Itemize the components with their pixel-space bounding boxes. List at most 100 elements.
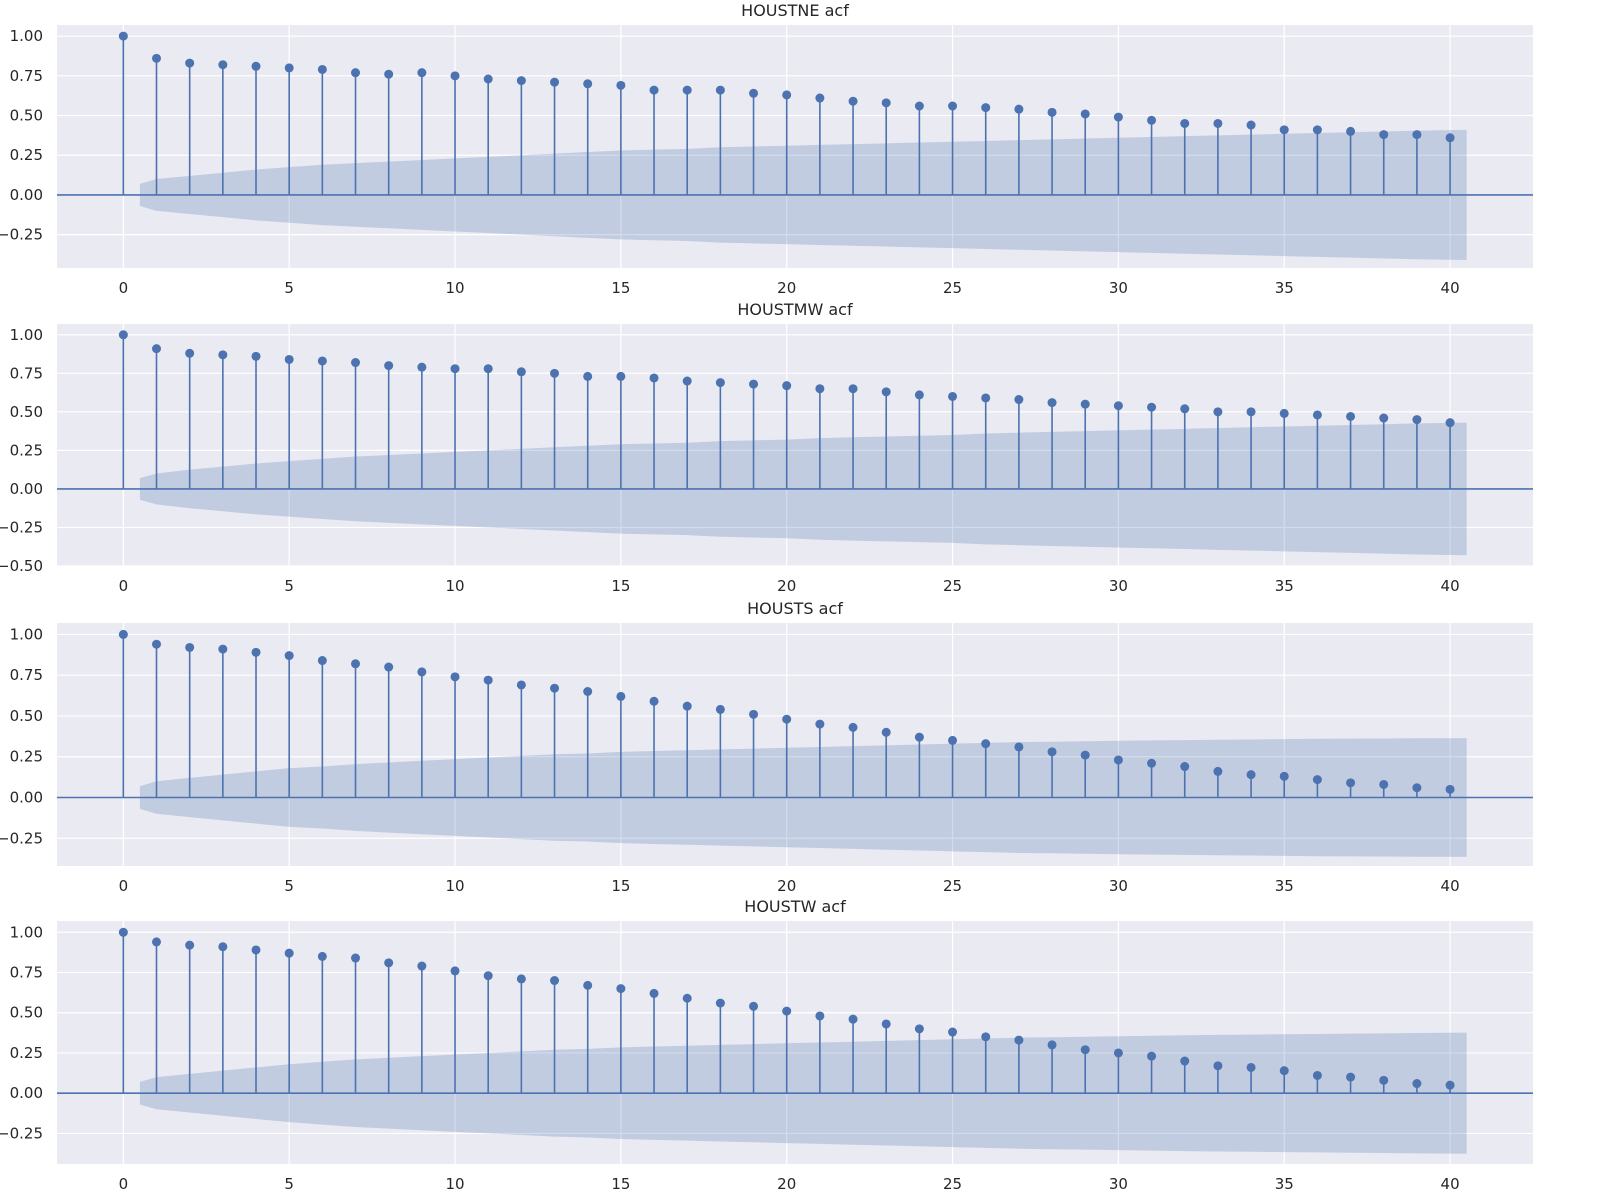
acf-point <box>616 80 626 90</box>
x-tick-label: 15 <box>611 877 630 895</box>
acf-point <box>384 662 394 672</box>
acf-point <box>351 659 361 669</box>
acf-point <box>1113 1048 1123 1058</box>
acf-point <box>251 351 261 361</box>
acf-point <box>1180 762 1190 772</box>
acf-point <box>1346 411 1356 421</box>
x-tick-label: 20 <box>777 279 796 297</box>
x-tick-label: 35 <box>1275 877 1294 895</box>
acf-point <box>815 719 825 729</box>
acf-point <box>118 629 128 639</box>
x-tick-label: 35 <box>1275 577 1294 595</box>
acf-point <box>550 368 560 378</box>
acf-point <box>1180 1056 1190 1066</box>
acf-point <box>218 60 228 70</box>
acf-point <box>616 691 626 701</box>
x-tick-label: 20 <box>777 877 796 895</box>
acf-point <box>981 393 991 403</box>
y-tick-label: 0.00 <box>10 789 43 807</box>
y-tick-label: 0.50 <box>10 107 43 125</box>
acf-point <box>516 974 526 984</box>
acf-point <box>583 980 593 990</box>
acf-point <box>981 103 991 113</box>
acf-point <box>417 68 427 78</box>
acf-point <box>815 93 825 103</box>
x-tick-label: 40 <box>1441 877 1460 895</box>
x-tick-label: 0 <box>119 577 129 595</box>
acf-point <box>152 53 162 63</box>
acf-point <box>1246 1062 1256 1072</box>
acf-point <box>1047 398 1057 408</box>
acf-point <box>1312 125 1322 135</box>
acf-point <box>1180 118 1190 128</box>
acf-point <box>1213 766 1223 776</box>
acf-point <box>715 85 725 95</box>
acf-point <box>185 348 195 358</box>
acf-point <box>1312 775 1322 785</box>
acf-point <box>185 58 195 68</box>
plot-area <box>57 921 1533 1164</box>
acf-point <box>550 77 560 87</box>
x-tick-label: 40 <box>1441 577 1460 595</box>
acf-point <box>550 683 560 693</box>
acf-point <box>1412 1079 1422 1089</box>
y-tick-label: −0.50 <box>0 557 43 575</box>
acf-point <box>948 391 958 401</box>
acf-point <box>450 966 460 976</box>
acf-point <box>1312 1070 1322 1080</box>
acf-point <box>251 945 261 955</box>
acf-point <box>1279 1066 1289 1076</box>
acf-point <box>682 993 692 1003</box>
x-tick-label: 0 <box>119 877 129 895</box>
acf-point <box>616 371 626 381</box>
chart-title: HOUSTMW acf <box>737 300 853 319</box>
y-tick-label: 0.75 <box>10 364 43 382</box>
acf-point <box>749 88 759 98</box>
acf-point <box>583 686 593 696</box>
acf-point <box>185 940 195 950</box>
x-tick-label: 5 <box>284 279 294 297</box>
x-tick-label: 15 <box>611 577 630 595</box>
x-tick-label: 30 <box>1109 279 1128 297</box>
acf-point <box>1014 1035 1024 1045</box>
acf-point <box>1047 1040 1057 1050</box>
acf-point <box>1147 402 1157 412</box>
x-tick-label: 0 <box>119 279 129 297</box>
acf-point <box>384 958 394 968</box>
acf-point <box>881 98 891 108</box>
x-tick-label: 40 <box>1441 279 1460 297</box>
acf-point <box>1379 779 1389 789</box>
acf-point <box>284 651 294 661</box>
acf-point <box>1047 107 1057 117</box>
y-tick-label: 0.75 <box>10 666 43 684</box>
acf-point <box>914 1024 924 1034</box>
x-tick-label: 15 <box>611 279 630 297</box>
acf-point <box>251 647 261 657</box>
acf-point <box>881 727 891 737</box>
chart-panel-houstw: HOUSTW acf 0 5 10 15 20 25 30 35 40 −0.25 0.00 0.25… <box>0 897 1533 1193</box>
acf-point <box>483 971 493 981</box>
x-tick-label: 35 <box>1275 1175 1294 1193</box>
acf-point <box>450 71 460 81</box>
y-tick-label: 0.25 <box>10 146 43 164</box>
y-tick-label: 1.00 <box>10 326 43 344</box>
chart-title: HOUSTW acf <box>744 897 846 916</box>
acf-point <box>583 371 593 381</box>
acf-point <box>649 373 659 383</box>
acf-point <box>317 656 327 666</box>
acf-point <box>1445 784 1455 794</box>
x-tick-label: 15 <box>611 1175 630 1193</box>
acf-point <box>284 63 294 73</box>
acf-point <box>649 988 659 998</box>
y-tick-label: 0.75 <box>10 963 43 981</box>
acf-point <box>1147 1051 1157 1061</box>
acf-point <box>715 704 725 714</box>
x-tick-label: 25 <box>943 877 962 895</box>
acf-point <box>1445 1080 1455 1090</box>
acf-point <box>351 358 361 368</box>
x-tick-label: 20 <box>777 577 796 595</box>
acf-point <box>583 79 593 89</box>
y-tick-label: −0.25 <box>0 518 43 536</box>
y-tick-label: 0.25 <box>10 1044 43 1062</box>
chart-panel-houstne: HOUSTNE acf 0 5 10 15 20 25 30 35 40 −0.25 0.00 0.2… <box>0 1 1533 297</box>
